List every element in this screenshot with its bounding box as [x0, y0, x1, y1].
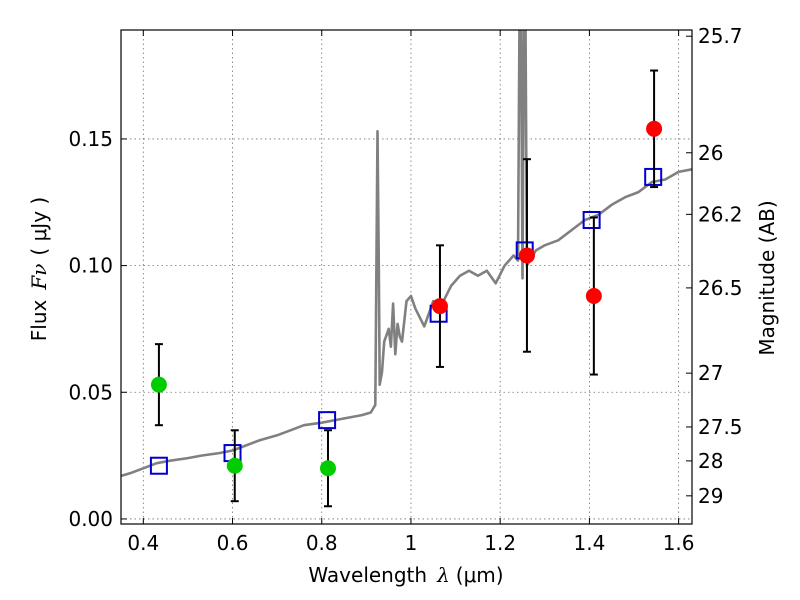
x-tick-label: 0.4	[127, 531, 159, 555]
magnitude-tick-label: 26.2	[698, 202, 743, 226]
y-tick-label: 0.15	[68, 127, 113, 151]
magnitude-tick-label: 25.7	[698, 24, 743, 48]
y-tick-label: 0.00	[68, 507, 113, 531]
grid	[121, 30, 692, 524]
red-data-point	[646, 120, 663, 137]
magnitude-axis-label: Magnitude (AB)	[755, 200, 779, 355]
x-tick-label: 1.6	[663, 531, 695, 555]
model-square-marker	[318, 411, 337, 430]
magnitude-tick-label: 26.5	[698, 276, 743, 300]
green-data-point	[226, 457, 243, 474]
green-data-point	[150, 376, 167, 393]
y-axis-label: FluxFν( μJy )	[27, 197, 51, 341]
red-data-point	[518, 247, 535, 264]
magnitude-tick-label: 28	[698, 449, 723, 473]
y-tick-label: 0.05	[68, 380, 113, 404]
x-tick-label: 0.6	[217, 531, 249, 555]
model-square-marker	[149, 456, 168, 475]
model-square-marker	[582, 211, 601, 229]
x-axis-label: Wavelength λ (μm)	[308, 563, 503, 587]
magnitude-tick-label: 27.5	[698, 415, 743, 439]
x-tick-label: 1	[405, 531, 418, 555]
x-tick-label: 1.2	[484, 531, 516, 555]
template-spectrum-line	[121, 30, 692, 478]
magnitude-tick-label: 26	[698, 141, 723, 165]
axis-ticks: 0.4 0.6 0.8 1 1.2 1.4 1.6 0.00 0.05 0.10 0.15 25.7 2…	[68, 24, 742, 555]
green-data-point	[319, 460, 336, 477]
x-tick-label: 1.4	[573, 531, 605, 555]
plot-frame	[120, 29, 693, 525]
magnitude-tick-label: 29	[698, 484, 723, 508]
red-data-point	[431, 298, 448, 315]
red-data-point	[585, 288, 602, 304]
x-tick-label: 0.8	[306, 531, 338, 555]
plot-data	[121, 30, 692, 508]
magnitude-tick-label: 27	[698, 361, 723, 385]
y-tick-label: 0.10	[68, 254, 113, 278]
